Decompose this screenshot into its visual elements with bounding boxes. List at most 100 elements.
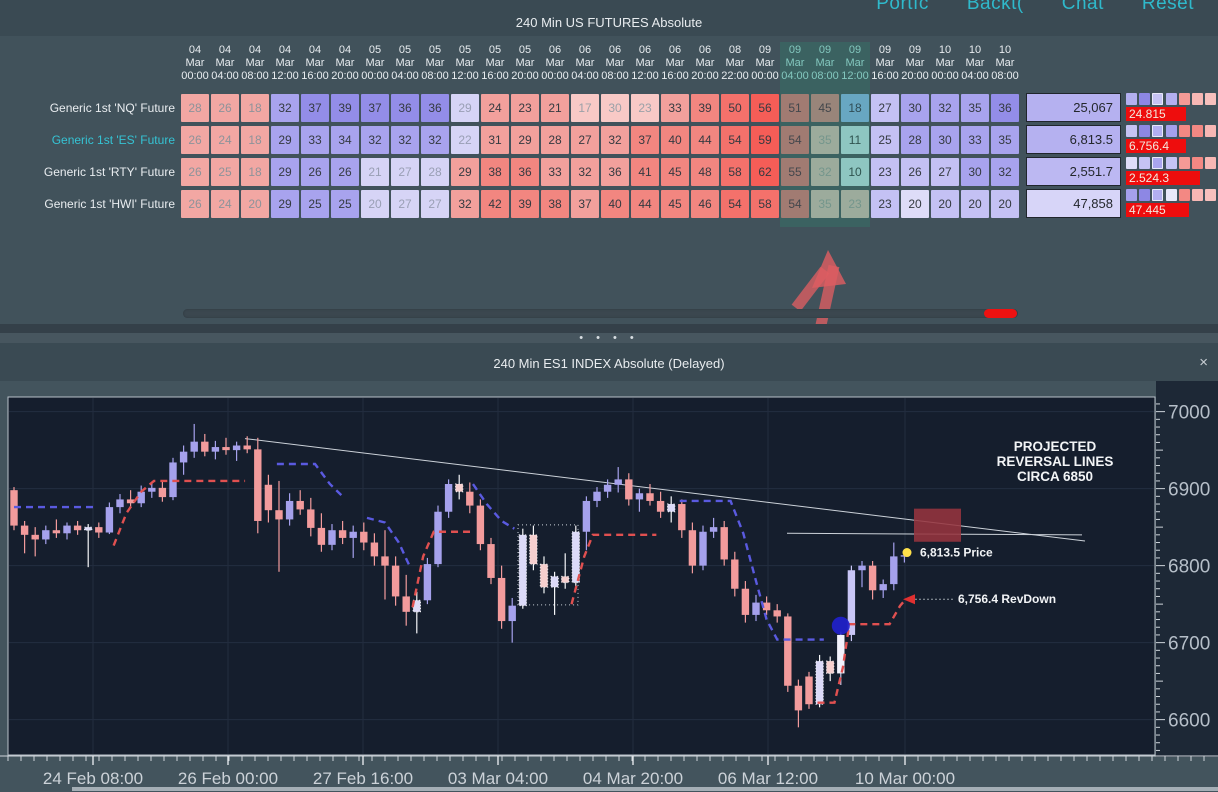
heat-cell[interactable]: 23 xyxy=(841,190,869,218)
heat-cell[interactable]: 54 xyxy=(781,126,809,154)
mini-heat-square[interactable] xyxy=(1192,93,1203,105)
heat-cell[interactable]: 54 xyxy=(781,190,809,218)
heat-cell[interactable]: 30 xyxy=(931,126,959,154)
mini-heat-square[interactable] xyxy=(1139,93,1151,105)
heat-cell[interactable]: 31 xyxy=(481,126,509,154)
heat-cell[interactable]: 58 xyxy=(721,158,749,186)
mini-heat-square[interactable] xyxy=(1126,93,1137,105)
column-header[interactable]: 06 Mar 08:00 xyxy=(601,44,629,82)
mini-heat-square[interactable] xyxy=(1152,93,1164,105)
heat-cell[interactable]: 29 xyxy=(271,158,299,186)
mini-heat-square[interactable] xyxy=(1178,157,1190,169)
heat-cell[interactable]: 30 xyxy=(961,158,989,186)
heat-cell[interactable]: 32 xyxy=(361,126,389,154)
heat-cell[interactable]: 39 xyxy=(691,94,719,122)
heat-cell[interactable]: 32 xyxy=(811,158,839,186)
heat-cell[interactable]: 28 xyxy=(181,94,209,122)
heat-cell[interactable]: 30 xyxy=(601,94,629,122)
heat-cell[interactable]: 27 xyxy=(391,190,419,218)
mini-heat-square[interactable] xyxy=(1165,93,1177,105)
heat-cell[interactable]: 26 xyxy=(331,158,359,186)
column-header[interactable]: 10 Mar 04:00 xyxy=(961,44,989,82)
mini-heat-square[interactable] xyxy=(1205,93,1217,105)
heat-cell[interactable]: 25 xyxy=(301,190,329,218)
heat-cell[interactable]: 28 xyxy=(541,126,569,154)
heat-cell[interactable]: 27 xyxy=(931,158,959,186)
column-header[interactable]: 10 Mar 00:00 xyxy=(931,44,959,82)
heat-cell[interactable]: 18 xyxy=(241,126,269,154)
column-header[interactable]: 10 Mar 08:00 xyxy=(991,44,1019,82)
heat-cell[interactable]: 26 xyxy=(181,190,209,218)
column-header[interactable]: 05 Mar 04:00 xyxy=(391,44,419,82)
heat-cell[interactable]: 33 xyxy=(661,94,689,122)
heat-cell[interactable]: 20 xyxy=(361,190,389,218)
heat-cell[interactable]: 54 xyxy=(721,126,749,154)
heat-cell[interactable]: 37 xyxy=(361,94,389,122)
heat-cell[interactable]: 51 xyxy=(781,94,809,122)
heat-cell[interactable]: 27 xyxy=(421,190,449,218)
column-header[interactable]: 09 Mar 04:00 xyxy=(781,44,809,82)
nav-button-chat[interactable]: Chat xyxy=(1061,0,1104,14)
horizontal-scrollbar[interactable] xyxy=(183,309,1018,318)
mini-heat-square[interactable] xyxy=(1165,125,1177,137)
column-header[interactable]: 09 Mar 16:00 xyxy=(871,44,899,82)
heat-cell[interactable]: 41 xyxy=(631,158,659,186)
heat-cell[interactable]: 36 xyxy=(511,158,539,186)
heat-cell[interactable]: 29 xyxy=(271,190,299,218)
heat-cell[interactable]: 29 xyxy=(451,94,479,122)
heat-cell[interactable]: 26 xyxy=(901,158,929,186)
column-header[interactable]: 04 Mar 20:00 xyxy=(331,44,359,82)
heat-cell[interactable]: 40 xyxy=(661,126,689,154)
heat-cell[interactable]: 36 xyxy=(391,94,419,122)
column-header[interactable]: 06 Mar 12:00 xyxy=(631,44,659,82)
mini-heat-square[interactable] xyxy=(1126,157,1137,169)
heat-cell[interactable]: 28 xyxy=(421,158,449,186)
heat-cell[interactable]: 40 xyxy=(601,190,629,218)
heat-cell[interactable]: 37 xyxy=(571,190,599,218)
heat-cell[interactable]: 28 xyxy=(901,126,929,154)
mini-heat-square[interactable] xyxy=(1192,125,1203,137)
heat-cell[interactable]: 34 xyxy=(331,126,359,154)
heat-cell[interactable]: 56 xyxy=(751,94,779,122)
heat-cell[interactable]: 44 xyxy=(691,126,719,154)
heat-cell[interactable]: 25 xyxy=(211,158,239,186)
nav-button-backt[interactable]: Backt( xyxy=(966,0,1024,14)
heat-cell[interactable]: 48 xyxy=(691,158,719,186)
column-header[interactable]: 04 Mar 08:00 xyxy=(241,44,269,82)
heat-cell[interactable]: 23 xyxy=(631,94,659,122)
column-header[interactable]: 05 Mar 00:00 xyxy=(361,44,389,82)
column-header[interactable]: 05 Mar 20:00 xyxy=(511,44,539,82)
heat-cell[interactable]: 39 xyxy=(331,94,359,122)
heat-cell[interactable]: 38 xyxy=(481,158,509,186)
heat-cell[interactable]: 32 xyxy=(931,94,959,122)
heat-cell[interactable]: 36 xyxy=(991,94,1019,122)
heat-cell[interactable]: 32 xyxy=(421,126,449,154)
heat-cell[interactable]: 44 xyxy=(631,190,659,218)
splitter-bar[interactable] xyxy=(0,333,1218,343)
heat-cell[interactable]: 20 xyxy=(961,190,989,218)
column-header[interactable]: 06 Mar 00:00 xyxy=(541,44,569,82)
heat-cell[interactable]: 42 xyxy=(481,190,509,218)
mini-heat-square[interactable] xyxy=(1139,157,1151,169)
heat-cell[interactable]: 24 xyxy=(211,190,239,218)
heat-cell[interactable]: 33 xyxy=(301,126,329,154)
heat-cell[interactable]: 20 xyxy=(931,190,959,218)
heat-cell[interactable]: 29 xyxy=(451,158,479,186)
column-header[interactable]: 06 Mar 20:00 xyxy=(691,44,719,82)
heat-cell[interactable]: 26 xyxy=(301,158,329,186)
heat-cell[interactable]: 59 xyxy=(751,126,779,154)
heat-cell[interactable]: 32 xyxy=(271,94,299,122)
heat-cell[interactable]: 37 xyxy=(301,94,329,122)
heat-cell[interactable]: 23 xyxy=(871,190,899,218)
column-header[interactable]: 06 Mar 04:00 xyxy=(571,44,599,82)
row-label[interactable]: Generic 1st 'NQ' Future xyxy=(49,101,175,115)
heat-cell[interactable]: 17 xyxy=(571,94,599,122)
heat-cell[interactable]: 18 xyxy=(241,158,269,186)
heat-cell[interactable]: 36 xyxy=(601,158,629,186)
heat-cell[interactable]: 32 xyxy=(391,126,419,154)
column-header[interactable]: 05 Mar 08:00 xyxy=(421,44,449,82)
heat-cell[interactable]: 45 xyxy=(811,94,839,122)
heat-cell[interactable]: 35 xyxy=(961,94,989,122)
column-header[interactable]: 06 Mar 16:00 xyxy=(661,44,689,82)
heat-cell[interactable]: 23 xyxy=(871,158,899,186)
